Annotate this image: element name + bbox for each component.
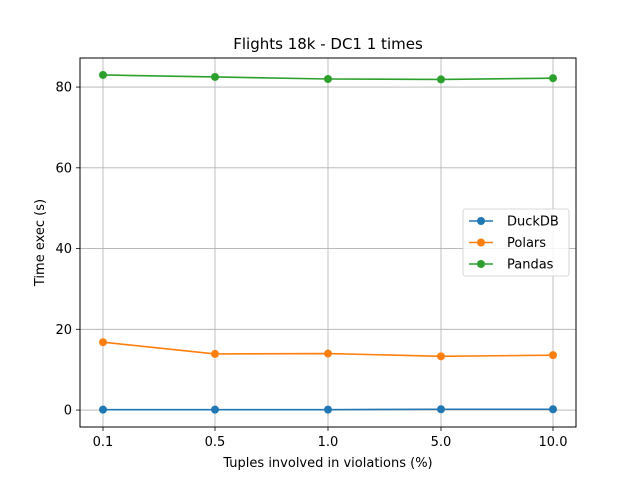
data-point-pandas (549, 74, 557, 82)
x-tick-label: 0.5 (205, 435, 226, 450)
data-point-pandas (437, 75, 445, 83)
y-axis-label: Time exec (s) (33, 199, 48, 287)
legend-label-pandas: Pandas (507, 258, 554, 273)
y-tick-label: 40 (55, 242, 72, 257)
data-point-duckdb (437, 405, 445, 413)
legend-marker-polars (477, 239, 485, 247)
y-tick-label: 20 (55, 323, 72, 338)
data-point-pandas (211, 73, 219, 81)
data-point-duckdb (324, 406, 332, 414)
data-point-pandas (324, 75, 332, 83)
legend-marker-pandas (477, 260, 485, 268)
data-point-pandas (99, 71, 107, 79)
legend: DuckDB Polars Pandas (463, 209, 569, 276)
data-point-polars (324, 350, 332, 358)
data-point-polars (99, 338, 107, 346)
x-tick-label: 5.0 (431, 435, 452, 450)
x-tick-label: 10.0 (539, 435, 568, 450)
x-tick-label: 0.1 (93, 435, 114, 450)
data-point-polars (437, 352, 445, 360)
chart-title: Flights 18k - DC1 1 times (233, 35, 423, 53)
x-axis-label: Tuples involved in violations (%) (222, 456, 432, 471)
x-tick-label: 1.0 (318, 435, 339, 450)
data-point-polars (211, 350, 219, 358)
y-tick-label: 0 (64, 404, 72, 419)
y-tick-label: 80 (55, 81, 72, 96)
legend-label-duckdb: DuckDB (507, 215, 559, 230)
legend-label-polars: Polars (507, 236, 546, 251)
data-point-duckdb (99, 406, 107, 414)
y-tick-label: 60 (55, 161, 72, 176)
data-point-polars (549, 351, 557, 359)
data-point-duckdb (211, 406, 219, 414)
legend-marker-duckdb (477, 217, 485, 225)
data-point-duckdb (549, 405, 557, 413)
